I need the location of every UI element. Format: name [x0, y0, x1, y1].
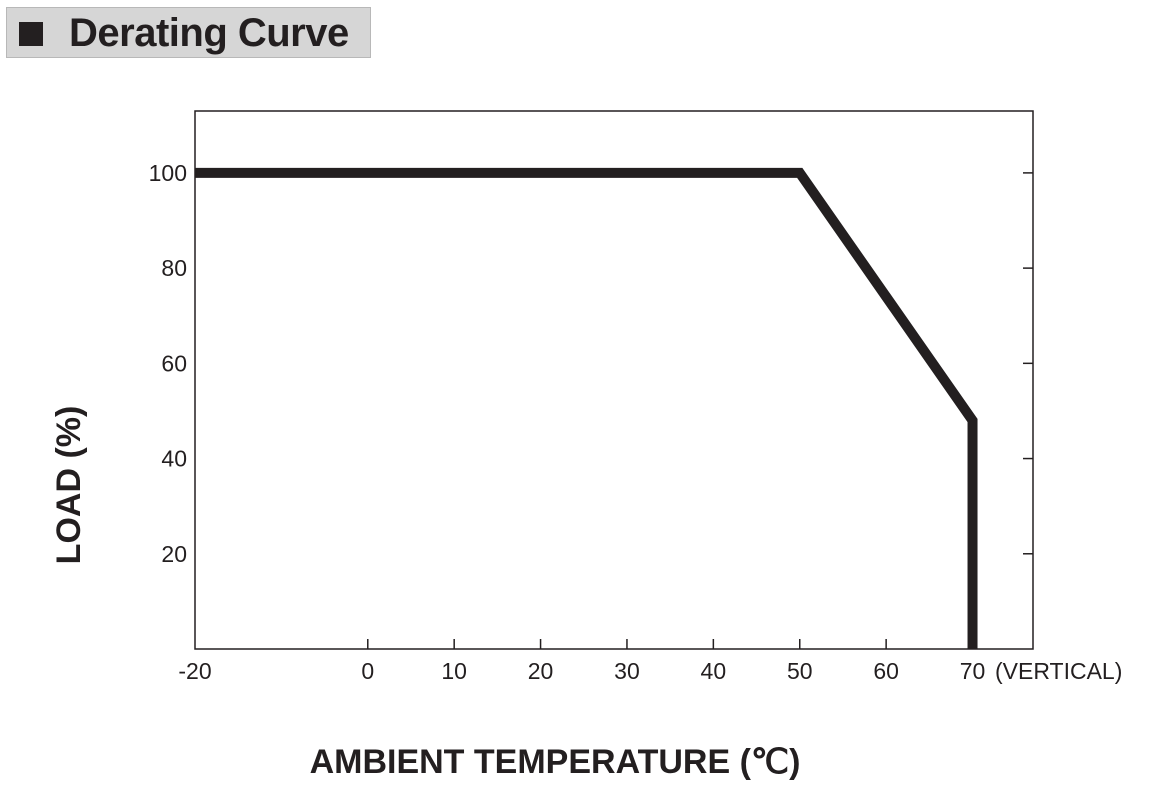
y-tick-label: 40 [161, 446, 187, 472]
x-axis-ticks: -20 0 10 20 30 40 50 60 70 [178, 639, 985, 684]
y-tick-label: 20 [161, 541, 187, 567]
page-title: Derating Curve [69, 11, 349, 55]
y-tick-label: 80 [161, 255, 187, 281]
x-tick-label: -20 [178, 658, 211, 684]
x-tick-label: 30 [614, 658, 640, 684]
y-axis-ticks: 20 40 60 80 100 [149, 160, 1033, 567]
title-box: Derating Curve [6, 7, 371, 58]
square-bullet-icon [19, 22, 43, 46]
x-axis-title: AMBIENT TEMPERATURE (℃) [310, 743, 801, 781]
x-tick-label: 60 [873, 658, 899, 684]
series-layer [195, 167, 978, 649]
y-axis-title: LOAD (%) [50, 406, 88, 565]
x-tick-label: 0 [361, 658, 374, 684]
x-tick-label: 50 [787, 658, 813, 684]
derating-curve-line [195, 167, 978, 649]
y-tick-label: 100 [149, 160, 187, 186]
plot-frame [194, 110, 1034, 650]
y-tick-label: 60 [161, 350, 187, 376]
x-tick-label: 20 [528, 658, 554, 684]
x-tick-label: 70 [960, 658, 986, 684]
x-tick-label: 10 [441, 658, 467, 684]
x-tick-label: 40 [701, 658, 727, 684]
x-axis-vertical-note: (VERTICAL) [995, 658, 1122, 684]
